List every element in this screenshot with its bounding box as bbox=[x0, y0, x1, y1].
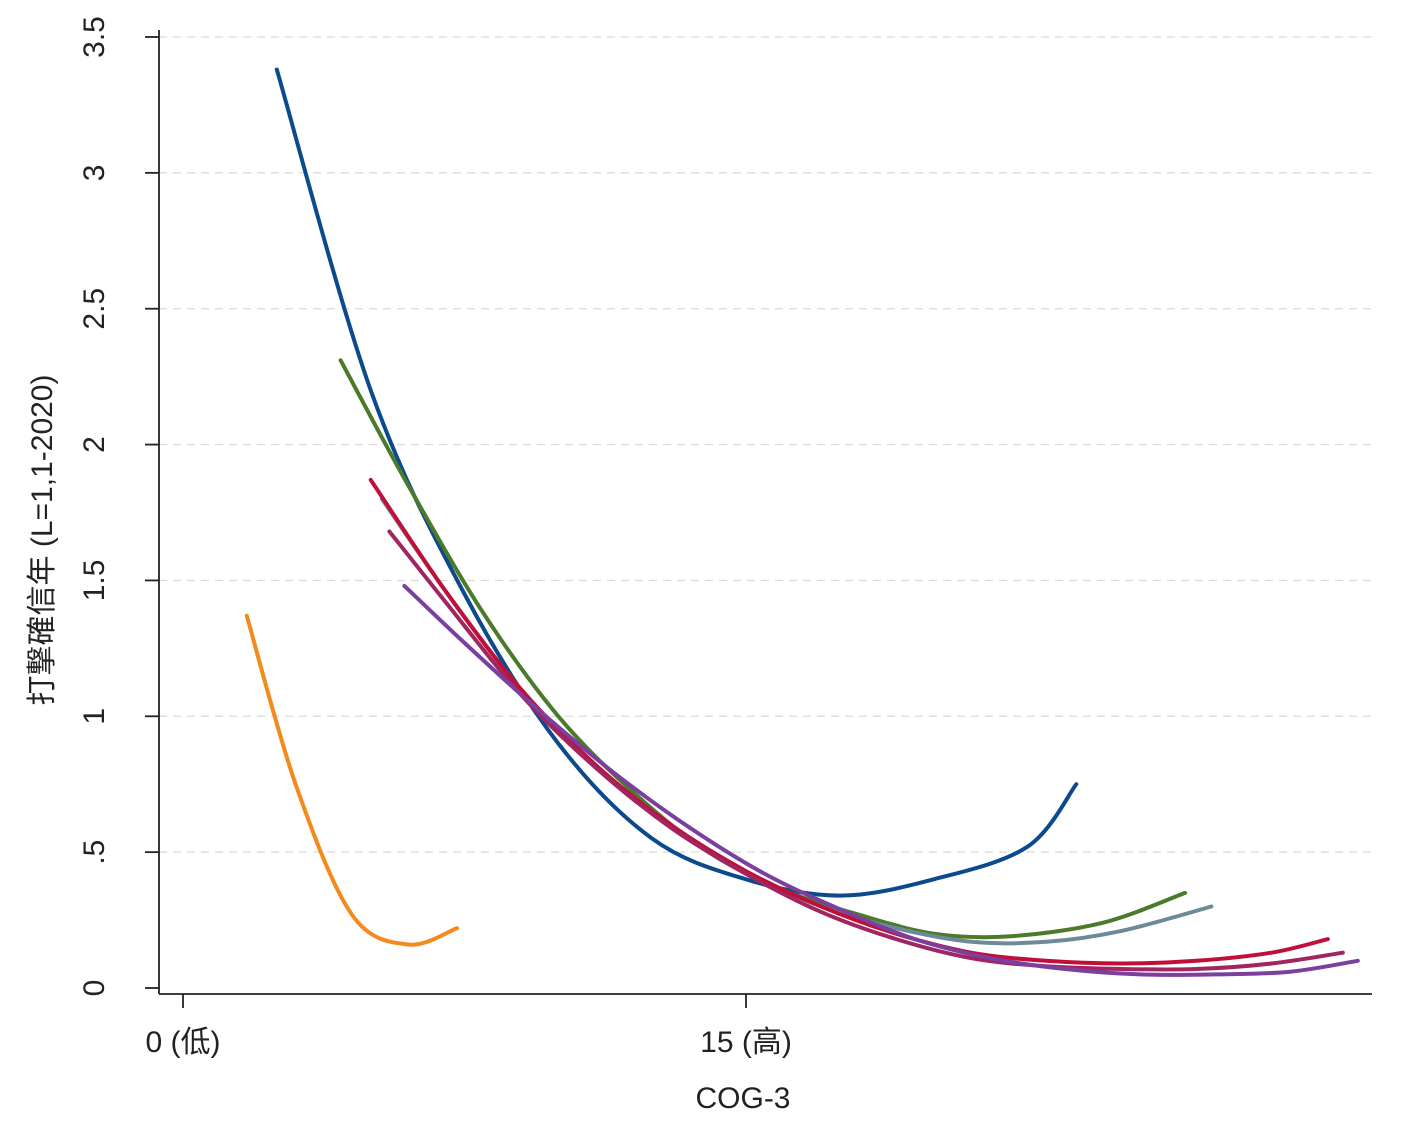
series-line-4 bbox=[379, 496, 1214, 946]
series-line-2 bbox=[274, 67, 1079, 898]
y-tick-label: 3 bbox=[78, 165, 111, 182]
axis-ticks: 0 .5 1 1.5 2 2.5 3 3.5 0 (低) 15 (高) bbox=[78, 16, 792, 1059]
series-line-5 bbox=[368, 477, 1330, 966]
y-tick-label: 0 bbox=[78, 980, 111, 997]
y-tick-label: 2.5 bbox=[78, 288, 111, 330]
y-tick-label: 2 bbox=[78, 436, 111, 453]
series-line-6 bbox=[387, 529, 1345, 972]
y-axis-title: 打撃確信年 (L=1,1-2020) bbox=[26, 375, 59, 706]
gridlines bbox=[159, 36, 1372, 853]
series-lines bbox=[244, 67, 1360, 977]
series-line-1 bbox=[244, 613, 459, 947]
series-line-7 bbox=[402, 583, 1360, 977]
x-tick-label: 15 (高) bbox=[700, 1026, 792, 1059]
y-tick-label: 3.5 bbox=[78, 16, 111, 58]
x-axis-title: COG-3 bbox=[695, 1082, 790, 1115]
y-tick-label: 1 bbox=[78, 708, 111, 725]
y-tick-label: .5 bbox=[78, 840, 111, 865]
x-tick-label: 0 (低) bbox=[146, 1026, 221, 1059]
series-line-3 bbox=[338, 358, 1188, 940]
y-tick-label: 1.5 bbox=[78, 560, 111, 602]
